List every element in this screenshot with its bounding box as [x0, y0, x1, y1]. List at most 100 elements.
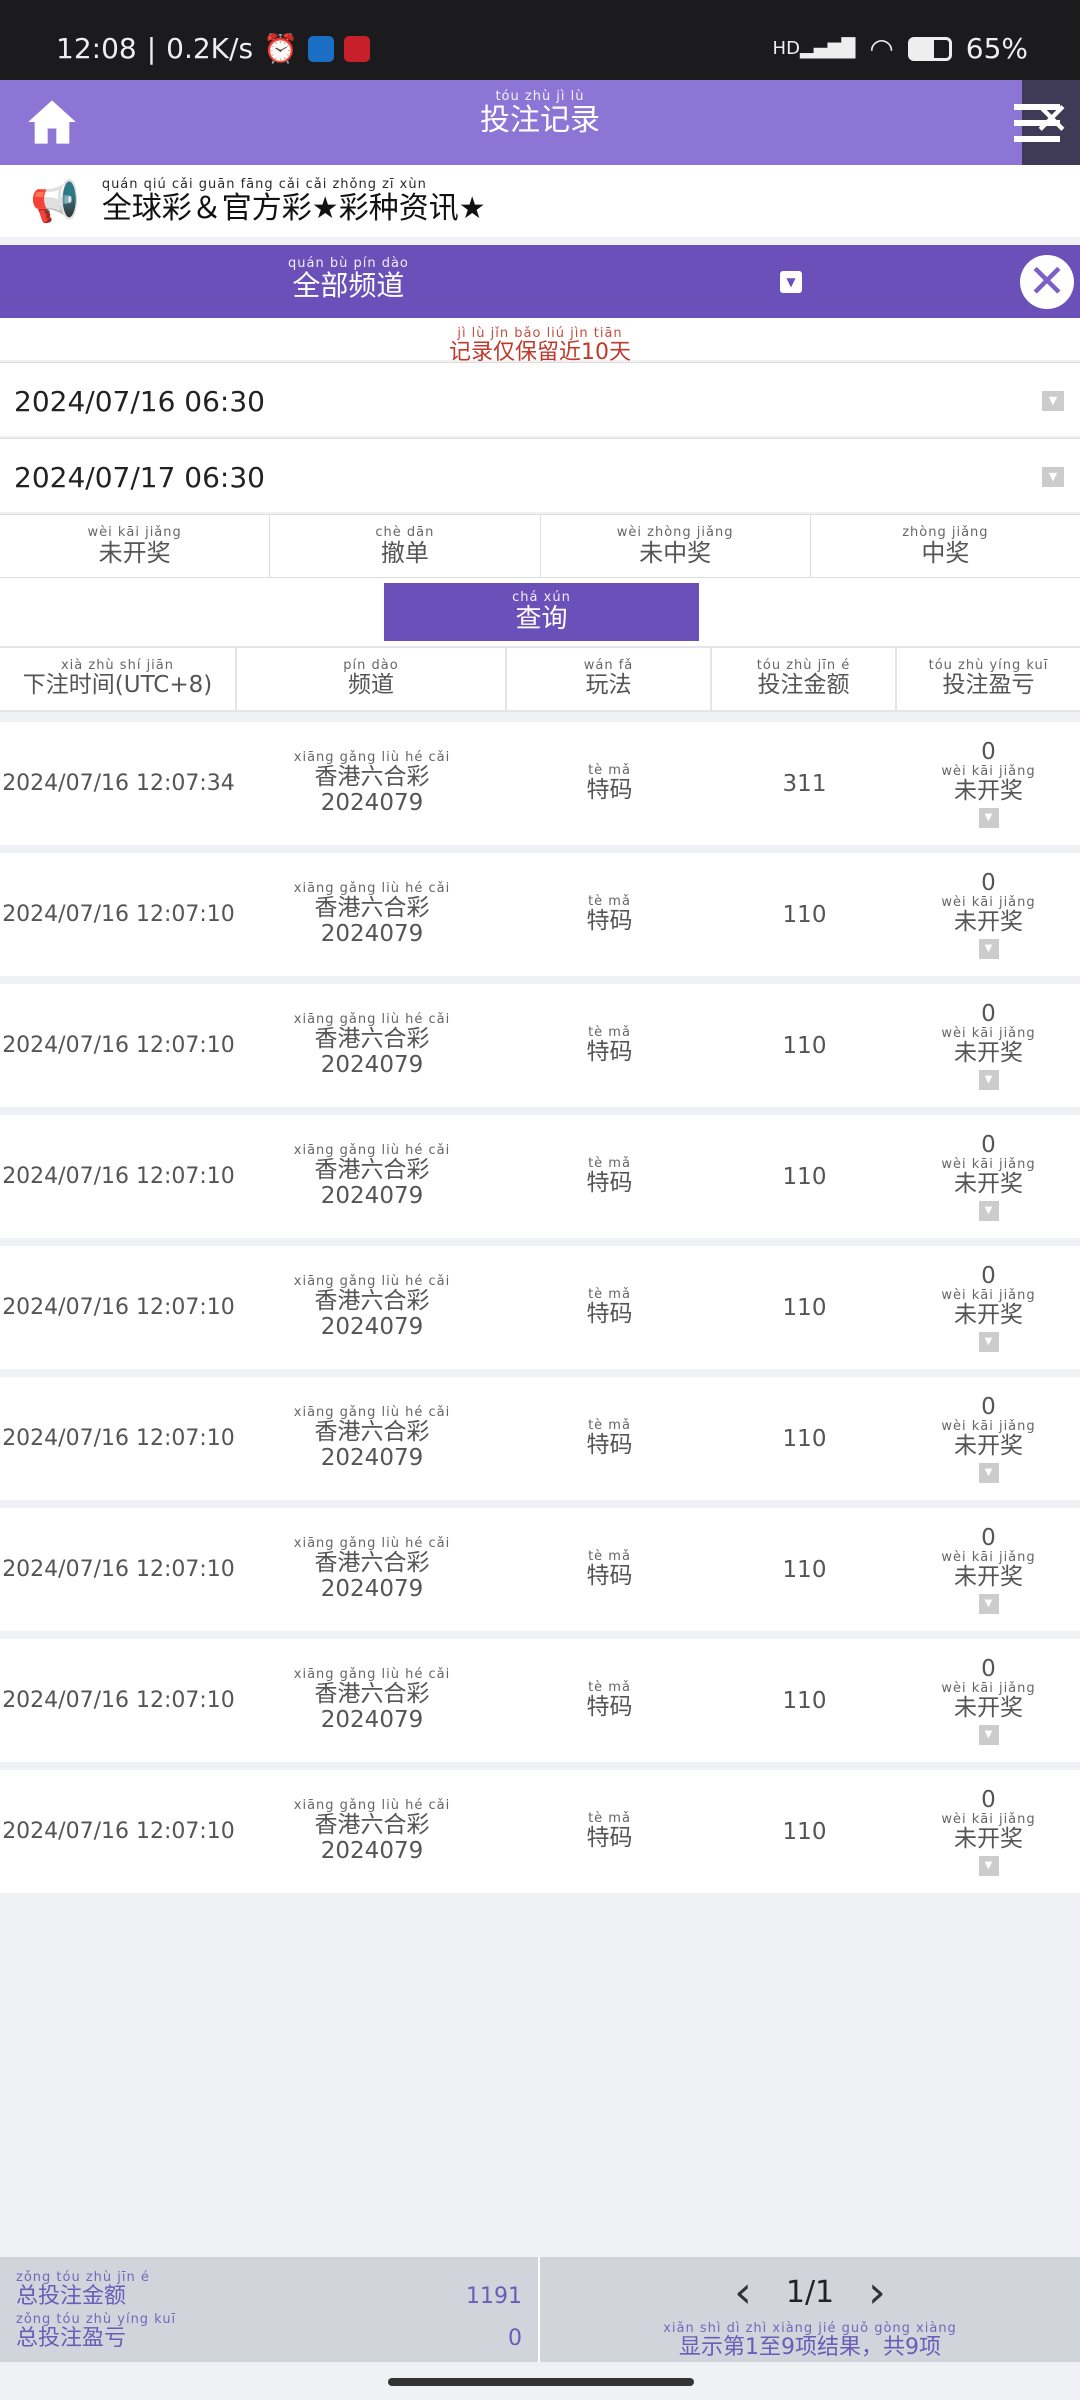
label: zhòng jiǎng 中奖: [902, 525, 988, 566]
page-indicator: 1/1: [785, 2275, 835, 2310]
pinyin-annotation: wèi kāi jiǎng: [941, 1287, 1036, 1303]
close-icon[interactable]: ✕: [1033, 94, 1070, 145]
text: 频道: [347, 672, 394, 699]
text: 特码: [586, 1169, 633, 1196]
text: 110: [782, 1556, 827, 1583]
chevron-down-icon[interactable]: ▼: [978, 1594, 999, 1615]
table-row[interactable]: 2024/07/16 12:07:10 xiāng gǎng liù hé cǎ…: [0, 1115, 1080, 1238]
issue-number: 2024079: [320, 1052, 424, 1079]
label: xiāng gǎng liù hé cǎi 香港六合彩: [294, 750, 450, 790]
bank-app-icon: [343, 35, 370, 62]
table-row[interactable]: 2024/07/16 12:07:34 xiāng gǎng liù hé cǎ…: [0, 722, 1080, 845]
close-icon[interactable]: ✕: [1020, 255, 1074, 309]
profit-value: 0: [981, 869, 996, 896]
summary-footer: zǒng tóu zhù jīn é 总投注金额 1191 zǒng tóu zhù…: [0, 2257, 1080, 2362]
retention-notice: jì lù jǐn bǎo liú jìn tiān 记录仅保留近10天: [0, 318, 1080, 365]
play-cell: tè mǎ 特码: [507, 1680, 712, 1720]
text: 查询: [515, 603, 568, 634]
pinyin-annotation: xiāng gǎng liù hé cǎi: [293, 1011, 451, 1027]
text: 香港六合彩: [314, 1549, 430, 1576]
chevron-down-icon[interactable]: ▼: [978, 1332, 999, 1353]
pinyin-annotation: chè dān: [375, 524, 435, 540]
table-row[interactable]: 2024/07/16 12:07:10 xiāng gǎng liù hé cǎ…: [0, 1508, 1080, 1631]
pinyin-annotation: xiāng gǎng liù hé cǎi: [293, 1142, 451, 1158]
chevron-down-icon[interactable]: ▼: [978, 1201, 999, 1222]
pinyin-annotation: tè mǎ: [588, 1155, 631, 1171]
table-row[interactable]: 2024/07/16 12:07:10 xiāng gǎng liù hé cǎ…: [0, 853, 1080, 976]
pinyin-annotation: wán fǎ: [583, 658, 634, 674]
menu-icon[interactable]: [1014, 102, 1060, 144]
battery-level: 65%: [965, 32, 1028, 65]
chevron-down-icon[interactable]: ▼: [780, 271, 802, 293]
table-row[interactable]: 2024/07/16 12:07:10 xiāng gǎng liù hé cǎ…: [0, 1246, 1080, 1369]
text: 2024/07/16 12:07:10: [2, 1295, 235, 1320]
channel-cell: xiāng gǎng liù hé cǎi 香港六合彩 2024079: [237, 1274, 507, 1340]
bet-time: 2024/07/16 12:07:10: [0, 1557, 237, 1582]
announcement-bar[interactable]: 📢 quán qiú cǎi guān fāng cǎi cǎi zhǒng z…: [0, 165, 1080, 237]
channel-cell: xiāng gǎng liù hé cǎi 香港六合彩 2024079: [237, 1536, 507, 1602]
prev-page-button[interactable]: ‹: [734, 2267, 752, 2318]
text: 香港六合彩: [314, 1156, 430, 1183]
label: wèi kāi jiǎng 未开奖: [941, 1026, 1035, 1066]
profit-value: 0: [981, 1000, 996, 1027]
filter-tab-won[interactable]: zhòng jiǎng 中奖: [811, 515, 1080, 577]
status-text: 未开奖: [953, 1301, 1023, 1328]
table-row[interactable]: 2024/07/16 12:07:10 xiāng gǎng liù hé cǎ…: [0, 984, 1080, 1107]
chevron-down-icon[interactable]: ▼: [978, 808, 999, 829]
column-header-channel: pín dào 频道: [237, 648, 507, 710]
text: 2024/07/16 12:07:10: [2, 1426, 235, 1451]
text: 2024/07/16 12:07:10: [2, 1164, 235, 1189]
query-button[interactable]: chá xún 查询: [384, 583, 699, 641]
chevron-down-icon[interactable]: ▼: [978, 1725, 999, 1746]
start-date-value: 2024/07/16 06:30: [14, 385, 265, 418]
bet-time: 2024/07/16 12:07:10: [0, 1164, 237, 1189]
status-bar: 12:08 | 0.2K/s ⏰ HD▂▄▆█ ◠ 65%: [0, 0, 1080, 80]
amount-cell: 110: [712, 1557, 897, 1583]
text: 香港六合彩: [314, 1418, 430, 1445]
label: tè mǎ 特码: [586, 1680, 633, 1720]
gesture-bar[interactable]: [388, 2378, 694, 2386]
text: 香港六合彩: [314, 763, 430, 790]
play-cell: tè mǎ 特码: [507, 1287, 712, 1327]
chevron-down-icon[interactable]: ▼: [978, 939, 999, 960]
start-date-field[interactable]: 2024/07/16 06:30 ▼: [0, 362, 1080, 436]
chevron-down-icon[interactable]: ▼: [978, 1463, 999, 1484]
filter-tab-cancelled[interactable]: chè dān 撤单: [270, 515, 541, 577]
filter-tab-pending[interactable]: wèi kāi jiǎng 未开奖: [0, 515, 271, 577]
chevron-down-icon[interactable]: ▼: [1042, 391, 1064, 411]
text: 110: [782, 1294, 827, 1321]
profit-value: 0: [981, 1131, 996, 1158]
profit-cell: 0 wèi kāi jiǎng 未开奖 ▼: [897, 1394, 1080, 1484]
pinyin-annotation: tóu zhù jì lù: [495, 89, 585, 104]
play-cell: tè mǎ 特码: [507, 763, 712, 803]
label: xiāng gǎng liù hé cǎi 香港六合彩: [294, 881, 450, 921]
table-row[interactable]: 2024/07/16 12:07:10 xiāng gǎng liù hé cǎ…: [0, 1377, 1080, 1500]
chevron-down-icon[interactable]: ▼: [978, 1856, 999, 1877]
play-cell: tè mǎ 特码: [507, 1549, 712, 1589]
next-page-button[interactable]: ›: [868, 2267, 886, 2318]
end-date-field[interactable]: 2024/07/17 06:30 ▼: [0, 438, 1080, 512]
pinyin-annotation: wèi zhòng jiǎng: [616, 524, 734, 540]
profit-cell: 0 wèi kāi jiǎng 未开奖 ▼: [897, 1787, 1080, 1877]
text: 特码: [586, 1693, 633, 1720]
text: 特码: [586, 1300, 633, 1327]
label: wèi kāi jiǎng 未开奖: [941, 764, 1035, 804]
text: 特码: [586, 907, 633, 934]
home-icon[interactable]: [26, 96, 78, 148]
label: xiāng gǎng liù hé cǎi 香港六合彩: [294, 1536, 450, 1576]
pinyin-annotation: zǒng tóu zhù jīn é: [16, 2269, 150, 2285]
chevron-down-icon[interactable]: ▼: [1042, 467, 1064, 487]
filter-tab-lost[interactable]: wèi zhòng jiǎng 未中奖: [541, 515, 811, 577]
chevron-down-icon[interactable]: ▼: [978, 1070, 999, 1091]
profit-cell: 0 wèi kāi jiǎng 未开奖 ▼: [897, 739, 1080, 829]
channel-selector[interactable]: quán bù pín dào 全部频道 ▼ ✕: [0, 245, 1080, 318]
table-row[interactable]: 2024/07/16 12:07:10 xiāng gǎng liù hé cǎ…: [0, 1639, 1080, 1762]
label: tóu zhù jīn é 投注金额: [757, 659, 850, 698]
channel-cell: xiāng gǎng liù hé cǎi 香港六合彩 2024079: [237, 750, 507, 816]
play-cell: tè mǎ 特码: [507, 1155, 712, 1196]
label: tè mǎ 特码: [586, 1155, 633, 1196]
text: 特码: [586, 1038, 633, 1065]
label: tè mǎ 特码: [587, 1418, 633, 1458]
pinyin-annotation: wèi kāi jiǎng: [941, 1811, 1036, 1827]
table-row[interactable]: 2024/07/16 12:07:10 xiāng gǎng liù hé cǎ…: [0, 1770, 1080, 1893]
